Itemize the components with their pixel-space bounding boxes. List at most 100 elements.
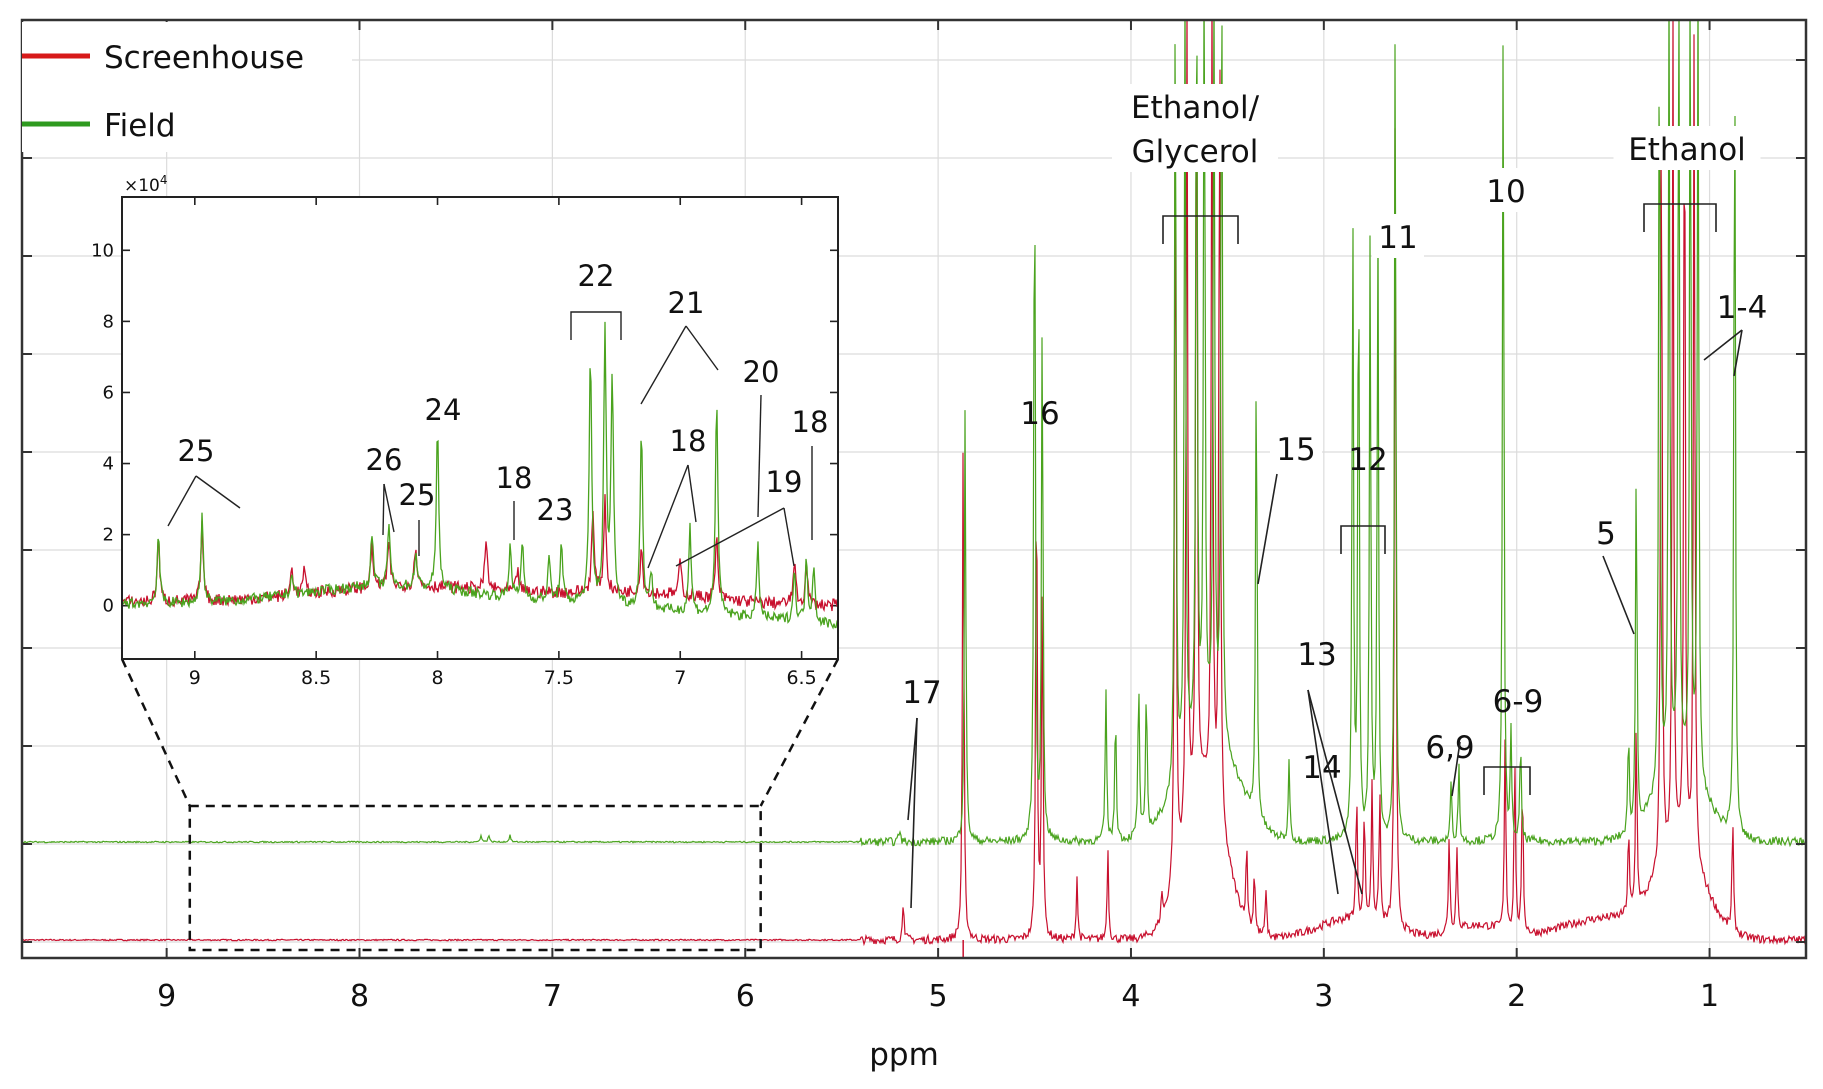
inset-leader-18b xyxy=(647,464,689,569)
inset-leader-21b xyxy=(685,325,719,371)
inset-x-tick-label: 7.5 xyxy=(544,667,574,689)
inset-x-tick-label: 8 xyxy=(431,667,443,689)
leader-6-9 xyxy=(1451,741,1461,797)
series-screenhouse-line xyxy=(22,20,1806,947)
inset-annotation-label: 20 xyxy=(743,355,780,389)
inset-annotation-label: 18 xyxy=(792,405,829,439)
main-x-tick-label: 5 xyxy=(929,979,948,1014)
annotation-label: Ethanol xyxy=(1628,132,1746,168)
inset-frame xyxy=(121,196,839,660)
annotation-background xyxy=(1480,168,1532,212)
inset-annotation-label: 25 xyxy=(178,434,215,468)
bracket-ethanol-glycerol xyxy=(1162,215,1239,244)
main-x-tick-label: 3 xyxy=(1314,979,1333,1014)
inset-series xyxy=(122,321,838,630)
annotation-background xyxy=(1372,214,1424,258)
zoom-guide-left xyxy=(120,658,191,807)
leader-17b xyxy=(910,717,918,909)
legend: Screenhouse Field xyxy=(22,22,352,152)
inset-leader-20 xyxy=(757,394,762,518)
inset-annotation-label: 24 xyxy=(425,393,462,427)
annotation-label: 11 xyxy=(1378,220,1417,256)
inset-background xyxy=(122,197,838,659)
inset-annotation-label: 18 xyxy=(670,424,707,458)
bracket-12 xyxy=(1340,525,1386,554)
main-x-tick-label: 9 xyxy=(157,979,176,1014)
inset-x-tick-label: 9 xyxy=(189,667,201,689)
zoom-guide-right xyxy=(759,658,840,807)
leader-13b xyxy=(1307,689,1363,895)
leader-1-4b xyxy=(1733,329,1743,377)
inset-zoom-guides xyxy=(120,658,840,952)
inset-leader-19a xyxy=(675,507,785,567)
inset-leader-26b xyxy=(383,483,395,533)
inset-y-tick-label: 8 xyxy=(103,311,114,332)
legend-label-field: Field xyxy=(104,108,176,144)
annotation-label: Glycerol xyxy=(1132,134,1259,170)
inset-y-tick-label: 2 xyxy=(103,525,114,546)
annotation-background xyxy=(1112,84,1278,128)
inset-annotation-label: 22 xyxy=(578,259,615,293)
annotation-label: 16 xyxy=(1020,396,1059,432)
inset-annotation-label: 19 xyxy=(766,465,803,499)
leader-15 xyxy=(1257,473,1278,585)
inset-y-tick-label: 0 xyxy=(103,596,114,617)
leader-13a xyxy=(1307,689,1339,895)
annotation-label: 12 xyxy=(1348,442,1387,478)
annotation-label: 10 xyxy=(1486,174,1525,210)
inset-x-tick-label: 7 xyxy=(674,667,686,689)
inset-y-tick-label: 10 xyxy=(91,240,114,261)
leader-1-4a xyxy=(1703,329,1743,361)
annotation-label: 6,9 xyxy=(1425,730,1474,766)
annotation-label: 17 xyxy=(902,675,941,711)
inset-y-multiplier-base: ×10 xyxy=(124,176,160,196)
inset-annotation-label: 25 xyxy=(399,478,436,512)
bracket-ethanol xyxy=(1643,203,1717,232)
legend-background xyxy=(22,22,352,152)
inset-annotation-label: 23 xyxy=(537,493,574,527)
main-x-tick-label: 2 xyxy=(1507,979,1526,1014)
inset-y-multiplier-exponent: 4 xyxy=(160,173,168,187)
main-x-tick-label: 1 xyxy=(1700,979,1719,1014)
inset-leader-25a xyxy=(167,475,197,527)
inset-series-field-line xyxy=(122,321,838,630)
main-x-tick-label: 6 xyxy=(736,979,755,1014)
inset-bracket-22 xyxy=(570,311,622,340)
main-plot-frame xyxy=(20,18,1808,960)
main-series xyxy=(22,20,1806,958)
inset-leader-18c xyxy=(687,464,697,523)
annotation-label: 5 xyxy=(1596,516,1616,552)
inset-annotation-label: 21 xyxy=(668,286,705,320)
annotation-label: 6-9 xyxy=(1493,684,1544,720)
inset-x-tick-label: 8.5 xyxy=(301,667,331,689)
bracket-6-9 xyxy=(1483,766,1531,795)
leader-17a xyxy=(907,717,918,821)
main-x-tick-label: 4 xyxy=(1121,979,1140,1014)
main-x-tick-label: 7 xyxy=(543,979,562,1014)
annotation-background xyxy=(1270,426,1322,470)
annotation-label: Ethanol/ xyxy=(1131,90,1260,126)
inset-x-tick-label: 6.5 xyxy=(786,667,816,689)
legend-label-screenhouse: Screenhouse xyxy=(104,40,304,76)
annotation-label: 15 xyxy=(1276,432,1315,468)
annotation-background xyxy=(1613,126,1761,170)
annotation-background xyxy=(1112,128,1278,172)
series-field-line xyxy=(22,20,1806,848)
inset-annotation-label: 18 xyxy=(496,461,533,495)
inset-leader-26a xyxy=(382,483,385,536)
inset-y-tick-label: 4 xyxy=(103,454,114,475)
inset-leader-19b xyxy=(783,507,795,567)
inset-annotation-label: 26 xyxy=(366,443,403,477)
x-axis-label: ppm xyxy=(869,1037,939,1073)
main-x-tick-label: 8 xyxy=(350,979,369,1014)
annotation-label: 13 xyxy=(1297,637,1336,673)
inset-leader-25b xyxy=(195,475,241,509)
inset-y-tick-label: 6 xyxy=(103,382,114,403)
main-annotations: Ethanol/Glycerol Ethanol17161514131211106… xyxy=(902,84,1767,909)
zoom-region-box xyxy=(188,804,762,952)
